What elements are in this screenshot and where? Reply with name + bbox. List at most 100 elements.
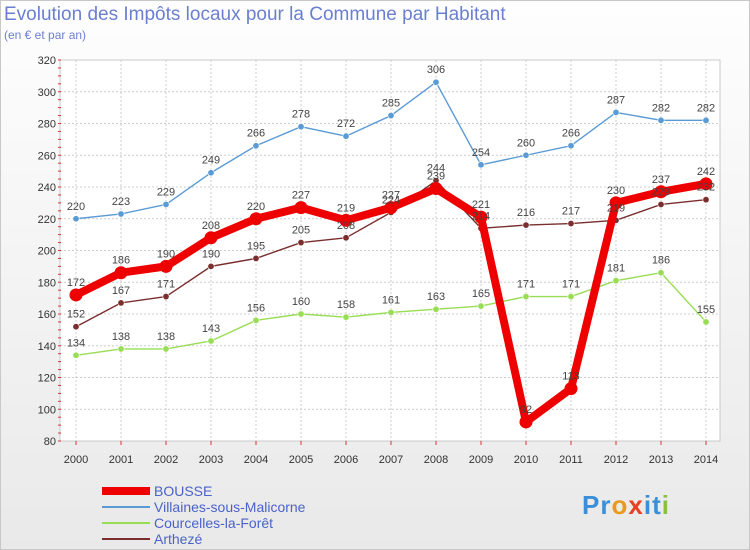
data-label: 165 <box>472 288 490 300</box>
data-point <box>702 116 710 124</box>
data-point <box>207 337 215 345</box>
data-point <box>162 200 170 208</box>
data-point <box>162 293 170 301</box>
data-point <box>249 212 263 226</box>
data-point <box>294 201 308 215</box>
data-label: 219 <box>607 202 625 214</box>
x-tick-label: 2013 <box>649 454 673 466</box>
y-tick-label: 100 <box>38 404 56 416</box>
data-label: 163 <box>427 291 445 303</box>
data-point <box>477 302 485 310</box>
data-point <box>297 123 305 131</box>
data-point <box>342 132 350 140</box>
logo-letter: r <box>600 490 612 520</box>
x-tick-label: 2009 <box>469 454 493 466</box>
data-point <box>297 239 305 247</box>
chart-subtitle: (en € et par an) <box>4 28 87 42</box>
data-label: 155 <box>697 304 715 316</box>
data-label: 266 <box>247 128 265 140</box>
data-label: 138 <box>112 331 130 343</box>
data-label: 134 <box>67 337 85 349</box>
data-point <box>564 382 578 396</box>
data-label: 152 <box>67 309 85 321</box>
data-label: 272 <box>337 118 355 130</box>
data-point <box>117 210 125 218</box>
data-label: 217 <box>562 206 580 218</box>
data-label: 224 <box>382 194 400 206</box>
data-label: 230 <box>607 185 625 197</box>
legend-label: BOUSSE <box>154 483 212 499</box>
data-point <box>654 185 668 199</box>
data-label: 161 <box>382 294 400 306</box>
y-tick-label: 80 <box>44 436 56 448</box>
data-point <box>204 231 218 245</box>
data-label: 287 <box>607 94 625 106</box>
data-label: 92 <box>520 404 532 416</box>
data-label: 237 <box>652 174 670 186</box>
data-label: 171 <box>562 279 580 291</box>
data-point <box>702 196 710 204</box>
y-tick-label: 200 <box>38 246 56 258</box>
x-tick-label: 2005 <box>289 454 313 466</box>
data-point <box>72 323 80 331</box>
data-label: 190 <box>202 248 220 260</box>
data-point <box>567 142 575 150</box>
data-point <box>657 200 665 208</box>
data-point <box>567 220 575 228</box>
data-point <box>522 221 530 229</box>
y-tick-label: 320 <box>38 55 56 67</box>
data-label: 282 <box>697 102 715 114</box>
data-label: 223 <box>112 196 130 208</box>
data-label: 156 <box>247 302 265 314</box>
data-label: 138 <box>157 331 175 343</box>
data-point <box>207 169 215 177</box>
data-label: 285 <box>382 98 400 110</box>
logo-letter: t <box>652 490 662 520</box>
data-label: 229 <box>652 186 670 198</box>
data-label: 113 <box>562 371 580 383</box>
x-tick-label: 2008 <box>424 454 448 466</box>
data-point <box>342 234 350 242</box>
data-point <box>657 116 665 124</box>
data-point <box>387 308 395 316</box>
data-label: 232 <box>697 182 715 194</box>
data-point <box>702 318 710 326</box>
logo-letter: P <box>582 490 601 520</box>
data-point <box>162 345 170 353</box>
data-point <box>384 201 398 215</box>
data-label: 158 <box>337 299 355 311</box>
y-tick-label: 180 <box>38 277 56 289</box>
data-point <box>159 259 173 273</box>
data-label: 266 <box>562 128 580 140</box>
chart-title: Evolution des Impôts locaux pour la Comm… <box>4 4 506 25</box>
data-label: 181 <box>607 263 625 275</box>
data-point <box>429 182 443 196</box>
data-point <box>699 177 713 191</box>
data-label: 221 <box>472 199 490 211</box>
data-label: 143 <box>202 323 220 335</box>
data-point <box>432 305 440 313</box>
data-label: 282 <box>652 102 670 114</box>
y-tick-label: 280 <box>38 119 56 131</box>
logo-letter: x <box>628 490 644 520</box>
y-tick-label: 240 <box>38 182 56 194</box>
data-label: 219 <box>337 202 355 214</box>
x-tick-label: 2011 <box>559 454 583 466</box>
data-point <box>252 142 260 150</box>
logo-letter: i <box>643 490 653 520</box>
x-tick-label: 2002 <box>154 454 178 466</box>
data-point <box>519 415 533 429</box>
data-label: 214 <box>472 210 490 222</box>
data-point <box>567 293 575 301</box>
x-tick-label: 2004 <box>244 454 268 466</box>
y-tick-label: 140 <box>38 341 56 353</box>
data-label: 208 <box>202 220 220 232</box>
data-label: 216 <box>517 207 535 219</box>
x-tick-label: 2012 <box>604 454 628 466</box>
x-tick-label: 2010 <box>514 454 538 466</box>
x-tick-label: 2001 <box>109 454 133 466</box>
legend-label: Villaines-sous-Malicorne <box>154 499 306 515</box>
data-label: 172 <box>67 277 85 289</box>
data-label: 229 <box>157 186 175 198</box>
